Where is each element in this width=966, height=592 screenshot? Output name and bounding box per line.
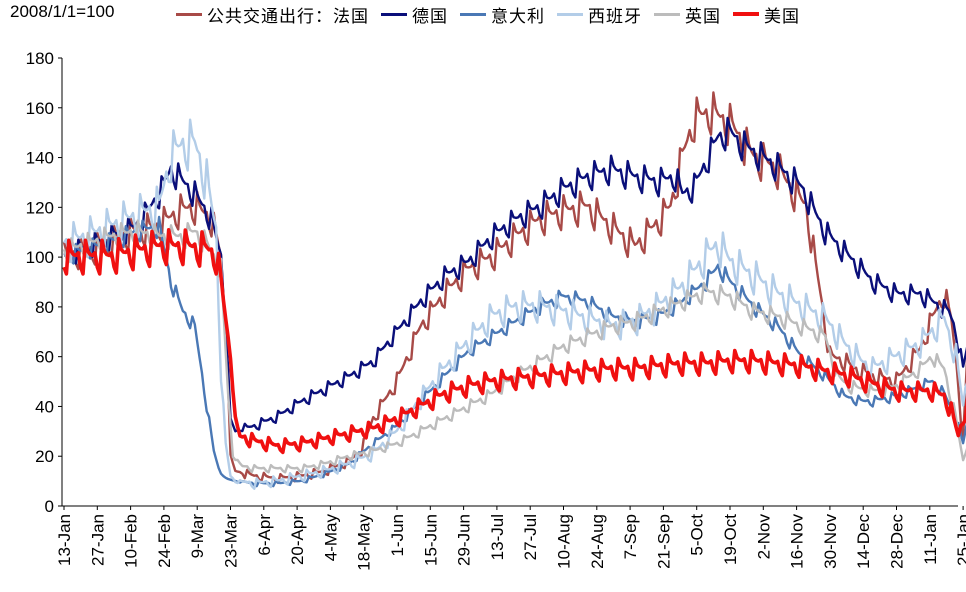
y-tick-label: 80 — [35, 298, 54, 317]
axes: 0 20 40 60 80 100 120 140 160 180 13-Jan 27-Jan 10-F… — [26, 49, 966, 571]
x-tick-label: 6-Apr — [255, 514, 274, 556]
y-tick-label: 40 — [35, 397, 54, 416]
legend-item: 德国 — [381, 2, 448, 27]
y-tick-label: 160 — [26, 99, 54, 118]
legend-label: 美国 — [764, 6, 800, 27]
legend-swatch — [654, 12, 680, 16]
y-tick-label: 20 — [35, 447, 54, 466]
series-line — [62, 228, 966, 455]
x-tick-label: 25-Jan — [954, 514, 966, 566]
legend: 公共交通出行：法国 德国 意大利 西班牙 英国 美国 — [176, 2, 812, 27]
x-tick-label: 10-Feb — [122, 514, 141, 568]
legend-label: 西班牙 — [588, 6, 642, 27]
x-tick-label: 24-Feb — [155, 514, 174, 568]
series-lines — [62, 91, 966, 490]
legend-item: 意大利 — [460, 2, 545, 27]
legend-label: 公共交通出行：法国 — [207, 6, 369, 27]
x-tick-label: 16-Nov — [788, 514, 807, 569]
x-tick-label: 18-May — [355, 514, 374, 571]
x-tick-label: 23-Mar — [222, 514, 241, 568]
x-tick-label: 11-Jan — [921, 514, 940, 565]
y-tick-label: 120 — [26, 198, 54, 217]
legend-swatch — [176, 12, 202, 16]
y-tick-label: 100 — [26, 248, 54, 267]
y-axis-base-note: 2008/1/1=100 — [10, 2, 115, 21]
series-line — [62, 91, 966, 485]
legend-item: 西班牙 — [557, 2, 642, 27]
series-line — [62, 219, 966, 474]
legend-item: 公共交通出行：法国 — [176, 2, 369, 27]
legend-swatch — [733, 12, 759, 16]
x-tick-label: 24-Aug — [588, 514, 607, 569]
legend-label: 德国 — [412, 6, 448, 27]
legend-swatch — [381, 12, 407, 16]
x-tick-label: 29-Jun — [455, 514, 474, 566]
x-tick-label: 2-Nov — [754, 514, 773, 560]
x-tick-label: 7-Sep — [621, 514, 640, 559]
x-tick-label: 28-Dec — [888, 514, 907, 569]
series-line — [63, 118, 966, 490]
x-tick-label: 13-Jul — [488, 514, 507, 560]
series-line — [63, 215, 966, 488]
x-tick-label: 15-Jun — [421, 514, 440, 566]
y-tick-label: 180 — [26, 49, 54, 68]
y-tick-label: 140 — [26, 149, 54, 168]
legend-swatch — [557, 12, 583, 16]
legend-swatch — [460, 12, 486, 16]
x-tick-label: 30-Nov — [821, 514, 840, 569]
x-tick-label: 4-May — [321, 514, 340, 562]
x-tick-label: 14-Dec — [854, 514, 873, 569]
x-tick-label: 1-Jun — [388, 514, 407, 557]
legend-label: 意大利 — [491, 6, 545, 27]
x-tick-label: 9-Mar — [188, 514, 207, 559]
legend-label: 英国 — [685, 6, 721, 27]
y-tick-label: 0 — [45, 497, 54, 516]
x-tick-label: 5-Oct — [688, 514, 707, 556]
x-tick-label: 19-Oct — [721, 514, 740, 565]
x-tick-label: 13-Jan — [55, 514, 74, 566]
x-tick-label: 27-Jan — [88, 514, 107, 566]
y-tick-label: 60 — [35, 348, 54, 367]
legend-item: 英国 — [654, 2, 721, 27]
x-tick-label: 10-Aug — [555, 514, 574, 569]
x-tick-label: 20-Apr — [288, 514, 307, 565]
x-tick-label: 21-Sep — [654, 514, 673, 569]
x-tick-label: 27-Jul — [521, 514, 540, 560]
legend-item: 美国 — [733, 2, 800, 27]
